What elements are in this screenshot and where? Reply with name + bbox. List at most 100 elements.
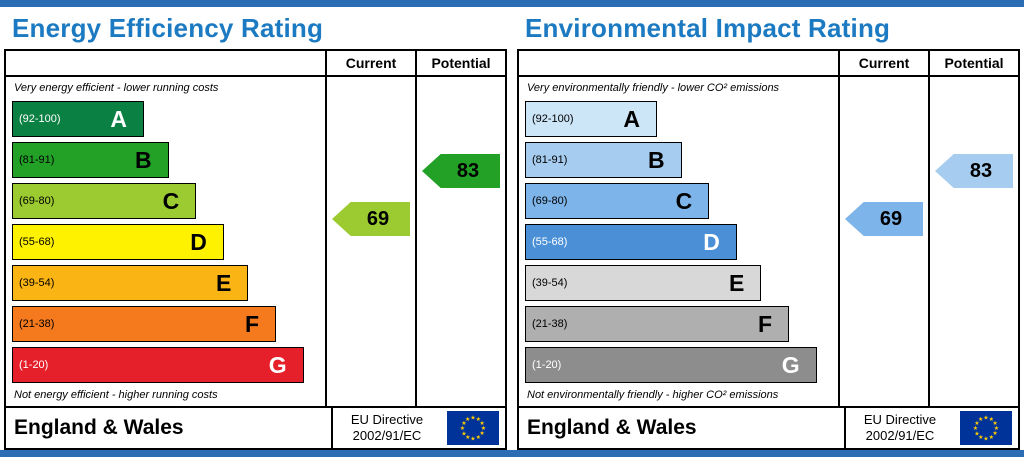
- footer-row: England & Wales EU Directive 2002/91/EC …: [519, 406, 1018, 448]
- potential-column: 83: [417, 77, 505, 406]
- band-range-label: (39-54): [19, 277, 55, 289]
- svg-text:★: ★: [465, 434, 470, 441]
- potential-value: 83: [456, 159, 480, 182]
- svg-text:★: ★: [479, 430, 484, 437]
- band-range-label: (1-20): [532, 359, 562, 371]
- svg-text:★: ★: [481, 425, 486, 432]
- band-bar: (81-91) B: [12, 142, 169, 178]
- eu-directive-line1: EU Directive: [863, 412, 937, 427]
- band-row: (21-38) F: [525, 306, 832, 342]
- environmental-impact-panel: Environmental Impact Rating Current Pote…: [517, 7, 1020, 450]
- svg-text:★: ★: [978, 434, 983, 441]
- band-bar: (1-20) G: [12, 347, 304, 383]
- band-letter: G: [781, 351, 800, 378]
- svg-text:★: ★: [974, 430, 979, 437]
- environmental-impact-title: Environmental Impact Rating: [525, 12, 891, 43]
- current-arrow: 69: [332, 202, 410, 236]
- svg-text:★: ★: [974, 420, 979, 427]
- band-row: (1-20) G: [12, 347, 319, 383]
- region-label: England & Wales: [14, 416, 184, 439]
- band-range-label: (69-80): [19, 195, 55, 207]
- current-value: 69: [879, 207, 903, 230]
- column-header-row: Current Potential: [519, 51, 1018, 77]
- eu-directive-line1: EU Directive: [350, 412, 424, 427]
- band-row: (1-20) G: [525, 347, 832, 383]
- svg-text:★: ★: [973, 425, 978, 432]
- top-note: Very energy efficient - lower running co…: [14, 82, 219, 94]
- current-column-header: Current: [840, 51, 930, 75]
- svg-text:★: ★: [983, 415, 988, 422]
- band-letter: C: [675, 187, 693, 214]
- band-bar: (21-38) F: [12, 306, 277, 342]
- band-range-label: (81-91): [532, 154, 568, 166]
- band-range-label: (92-100): [532, 113, 574, 125]
- band-row: (81-91) B: [12, 142, 319, 178]
- band-range-label: (21-38): [19, 318, 55, 330]
- band-bar: (69-80) C: [12, 183, 197, 219]
- current-arrow: 69: [845, 202, 923, 236]
- potential-value: 83: [969, 159, 993, 182]
- column-header-row: Current Potential: [6, 51, 505, 77]
- band-row: (92-100) A: [525, 101, 832, 137]
- band-range-label: (69-80): [532, 195, 568, 207]
- bands: (92-100) A (81-91) B (69-80) C (55-68) D…: [525, 101, 832, 388]
- band-letter: F: [757, 310, 773, 337]
- svg-text:★: ★: [476, 434, 481, 441]
- band-letter: C: [162, 187, 180, 214]
- svg-text:★: ★: [479, 420, 484, 427]
- band-bar: (1-20) G: [525, 347, 817, 383]
- band-row: (21-38) F: [12, 306, 319, 342]
- eu-flag-icon: ★ ★ ★ ★ ★ ★ ★ ★ ★ ★ ★ ★: [954, 408, 1018, 448]
- eu-directive-label: EU Directive 2002/91/EC: [331, 408, 441, 448]
- eu-directive-line2: 2002/91/EC: [352, 428, 422, 443]
- band-bar: (92-100) A: [12, 101, 144, 137]
- region-label: England & Wales: [527, 416, 697, 439]
- bands-column: Very energy efficient - lower running co…: [6, 77, 327, 406]
- band-row: (69-80) C: [525, 183, 832, 219]
- band-bar: (55-68) D: [525, 224, 737, 260]
- svg-text:★: ★: [992, 420, 997, 427]
- footer-row: England & Wales EU Directive 2002/91/EC …: [6, 406, 505, 448]
- band-range-label: (39-54): [532, 277, 568, 289]
- band-letter: D: [190, 228, 207, 255]
- band-letter: G: [268, 351, 287, 378]
- band-row: (69-80) C: [12, 183, 319, 219]
- svg-text:★: ★: [461, 420, 466, 427]
- band-bar: (39-54) E: [525, 265, 762, 301]
- eu-flag-icon: ★ ★ ★ ★ ★ ★ ★ ★ ★ ★ ★ ★: [441, 408, 505, 448]
- band-letter: A: [110, 105, 127, 132]
- header-spacer: [519, 51, 840, 75]
- svg-text:★: ★: [994, 425, 999, 432]
- band-range-label: (21-38): [532, 318, 568, 330]
- band-bar: (81-91) B: [525, 142, 682, 178]
- band-row: (92-100) A: [12, 101, 319, 137]
- band-letter: A: [623, 105, 640, 132]
- top-border-bar: [0, 0, 1024, 7]
- band-row: (55-68) D: [525, 224, 832, 260]
- band-letter: E: [729, 269, 745, 296]
- band-letter: E: [216, 269, 232, 296]
- band-row: (55-68) D: [12, 224, 319, 260]
- eu-directive-label: EU Directive 2002/91/EC: [844, 408, 954, 448]
- band-bar: (55-68) D: [12, 224, 224, 260]
- band-bar: (39-54) E: [12, 265, 249, 301]
- rating-panels: Energy Efficiency Rating Current Potenti…: [0, 7, 1024, 450]
- svg-text:★: ★: [461, 430, 466, 437]
- svg-text:★: ★: [470, 436, 475, 443]
- band-range-label: (1-20): [19, 359, 49, 371]
- svg-text:★: ★: [983, 436, 988, 443]
- band-letter: F: [244, 310, 260, 337]
- header-spacer: [6, 51, 327, 75]
- bottom-note: Not environmentally friendly - higher CO…: [527, 389, 779, 401]
- band-bar: (92-100) A: [525, 101, 657, 137]
- energy-efficiency-table: Current Potential Very energy efficient …: [4, 49, 507, 450]
- band-bar: (69-80) C: [525, 183, 710, 219]
- svg-text:★: ★: [476, 416, 481, 423]
- potential-column: 83: [930, 77, 1018, 406]
- band-range-label: (92-100): [19, 113, 61, 125]
- bands-column: Very environmentally friendly - lower CO…: [519, 77, 840, 406]
- current-value: 69: [366, 207, 390, 230]
- potential-column-header: Potential: [944, 55, 1004, 71]
- current-column-header: Current: [327, 51, 417, 75]
